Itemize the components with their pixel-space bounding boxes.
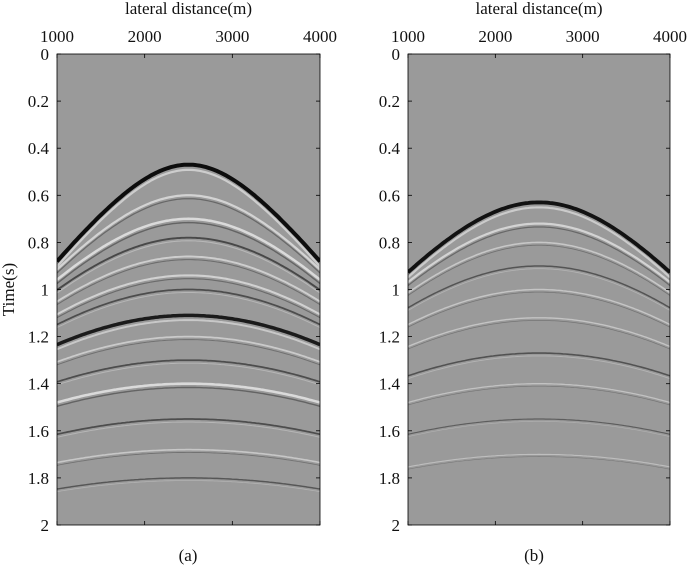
y-tick-label: 0.6 — [379, 186, 400, 205]
y-tick-label: 1 — [41, 281, 50, 300]
y-tick-label: 0.4 — [28, 139, 50, 158]
x-axis-label: lateral distance(m) — [125, 0, 252, 18]
event-curve-lobe — [408, 244, 670, 296]
event-curve-lobe — [408, 206, 670, 279]
event-curve — [57, 477, 320, 490]
event-curve — [57, 255, 320, 303]
y-tick-label: 1.4 — [379, 375, 401, 394]
event-curve — [408, 241, 670, 294]
event-curve — [57, 382, 320, 404]
event-curve-lobe — [57, 168, 320, 268]
event-curve-lobe — [57, 451, 320, 466]
event-curve-lobe — [57, 278, 320, 319]
event-curve — [57, 236, 320, 291]
y-tick-label: 0.6 — [28, 186, 49, 205]
y-tick-label: 1.2 — [28, 328, 49, 347]
events-layer — [57, 162, 320, 492]
y-tick-label: 2 — [41, 516, 50, 535]
y-tick-label: 2 — [392, 516, 401, 535]
event-curve-lobe — [408, 421, 670, 438]
y-tick-label: 0.4 — [379, 139, 401, 158]
event-curve-lobe — [57, 421, 320, 438]
event-curve — [57, 288, 320, 326]
event-curve — [57, 274, 320, 316]
x-tick-label: 1000 — [40, 27, 74, 46]
event-curve — [57, 194, 320, 271]
event-curve — [408, 383, 670, 404]
panel-label: (a) — [179, 546, 198, 565]
event-curve-lobe — [57, 339, 320, 366]
event-curve-lobe — [57, 240, 320, 294]
event-curve-lobe — [57, 259, 320, 306]
plot-background — [408, 54, 670, 525]
event-curve-lobe — [57, 319, 320, 351]
event-curve-lobe — [57, 480, 320, 492]
y-tick-label: 1.4 — [28, 375, 50, 394]
event-curve — [57, 418, 320, 436]
event-curve-lobe — [408, 226, 670, 287]
event-curve-lobe — [408, 385, 670, 406]
x-tick-label: 2000 — [128, 27, 162, 46]
y-tick-label: 1.6 — [379, 422, 400, 441]
event-curve-lobe — [57, 362, 320, 386]
y-tick-label: 1.2 — [379, 328, 400, 347]
y-tick-label: 0.2 — [28, 92, 49, 111]
events-layer — [408, 200, 670, 470]
y-tick-label: 0.8 — [28, 233, 49, 252]
event-curve-lobe — [57, 386, 320, 407]
x-tick-label: 3000 — [566, 27, 600, 46]
y-tick-label: 1.8 — [28, 469, 49, 488]
y-tick-label: 1 — [392, 281, 401, 300]
event-curve-lobe — [57, 221, 320, 285]
x-tick-label: 4000 — [653, 27, 687, 46]
event-curve — [408, 265, 670, 309]
y-tick-label: 1.6 — [28, 422, 49, 441]
event-curve — [408, 200, 670, 274]
event-curve — [57, 359, 320, 383]
y-tick-label: 0 — [41, 45, 50, 64]
x-tick-label: 2000 — [478, 27, 512, 46]
x-axis-label: lateral distance(m) — [476, 0, 603, 18]
event-curve — [57, 448, 320, 464]
event-curve — [57, 217, 320, 281]
y-axis-label: Time(s) — [0, 263, 18, 316]
y-tick-label: 0 — [392, 45, 401, 64]
x-tick-label: 4000 — [303, 27, 337, 46]
event-curve — [57, 313, 320, 347]
event-curve — [408, 418, 670, 435]
event-curve — [408, 352, 670, 377]
event-curve — [408, 222, 670, 284]
y-tick-label: 0.8 — [379, 233, 400, 252]
panel-b: 1000 2000 3000 4000 0 0.2 0.4 0.6 0.8 1 1.2 1.4 1.6 1… — [379, 0, 687, 565]
event-curve-lobe — [408, 355, 670, 380]
event-curve — [408, 317, 670, 348]
event-curve-lobe — [408, 268, 670, 311]
y-tick-label: 0.2 — [379, 92, 400, 111]
event-curve — [408, 453, 670, 468]
event-curve-lobe — [408, 320, 670, 350]
event-curve — [57, 335, 320, 363]
y-tick-label: 1.8 — [379, 469, 400, 488]
panel-label: (b) — [524, 546, 544, 565]
event-curve-lobe — [408, 291, 670, 328]
panel-a: 1000 2000 3000 4000 0 0.2 0.4 0.6 0.8 1 1.2 1.4 1.6 1… — [0, 0, 337, 565]
event-curve — [57, 162, 320, 263]
x-tick-label: 1000 — [391, 27, 425, 46]
event-curve — [408, 288, 670, 326]
event-curve-lobe — [408, 456, 670, 470]
event-curve-lobe — [57, 292, 320, 329]
x-tick-label: 3000 — [215, 27, 249, 46]
event-curve-lobe — [57, 198, 320, 274]
